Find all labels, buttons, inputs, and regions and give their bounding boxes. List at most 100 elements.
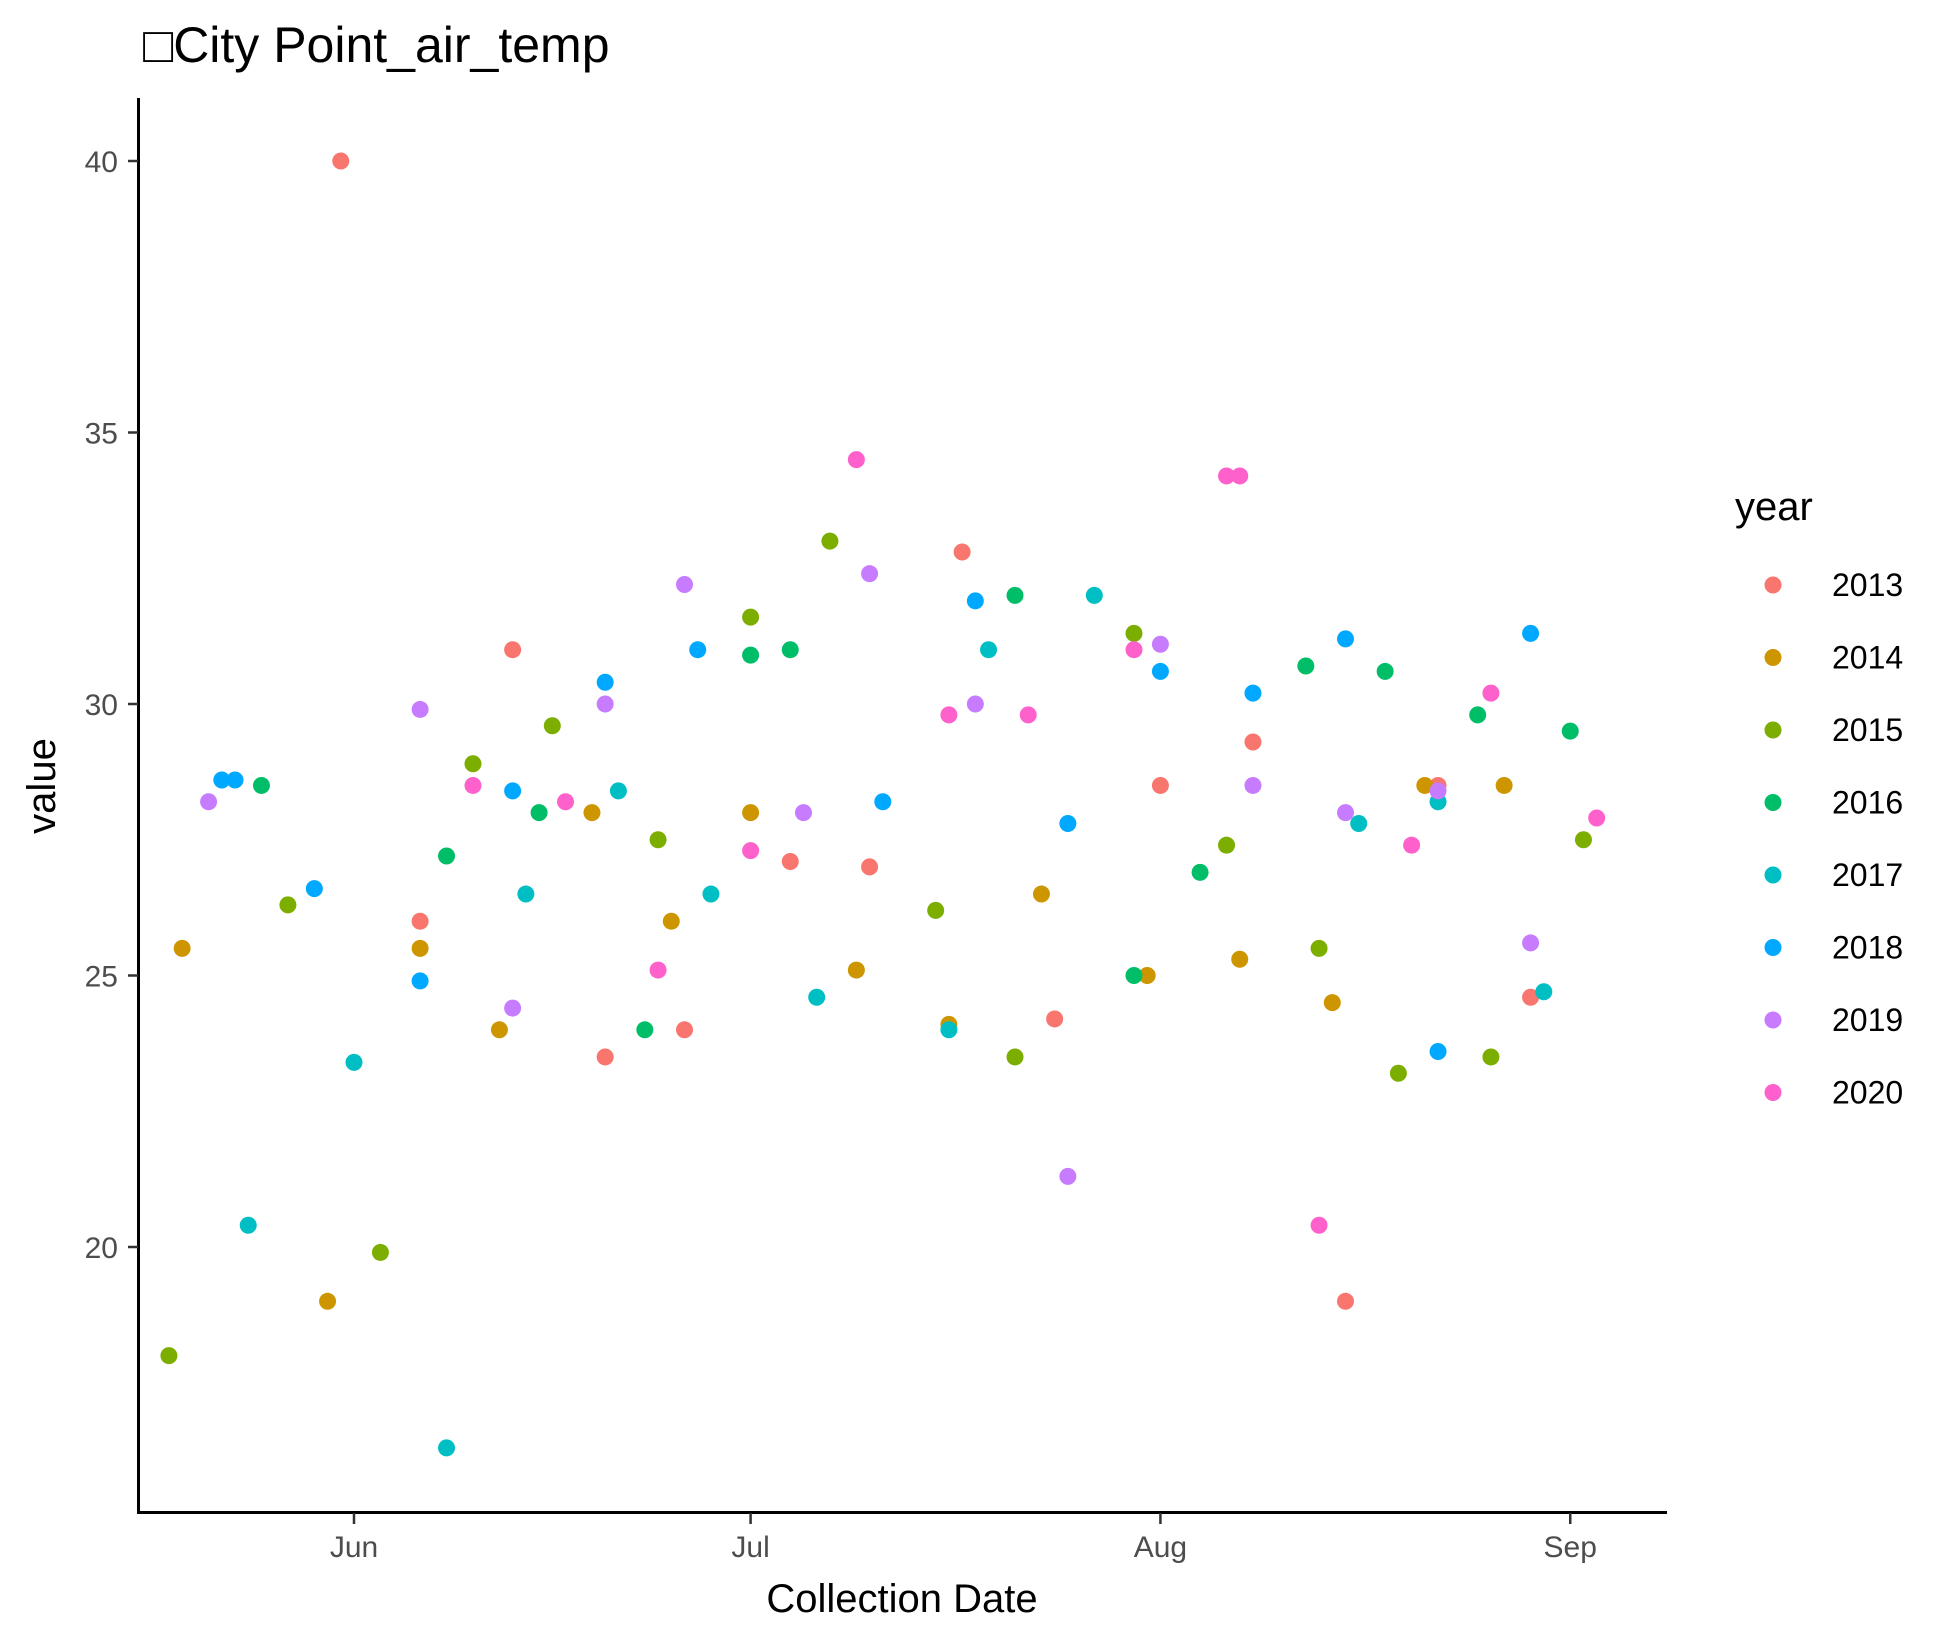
data-point	[966, 695, 984, 713]
data-point	[742, 804, 760, 822]
legend-key	[1764, 1011, 1782, 1029]
legend-label: 2020	[1832, 1075, 1903, 1111]
data-point	[464, 755, 482, 773]
data-point	[1522, 934, 1540, 952]
data-point	[252, 776, 270, 794]
data-point	[702, 885, 720, 903]
data-point	[1297, 657, 1315, 675]
data-point	[847, 451, 865, 469]
data-point	[1151, 635, 1169, 653]
data-point	[1046, 1010, 1064, 1028]
data-point	[821, 532, 839, 550]
data-point	[1429, 782, 1447, 800]
x-tick-label: Jun	[330, 1531, 378, 1564]
data-point	[1244, 733, 1262, 751]
y-tick-label: 25	[85, 961, 118, 994]
legend-label: 2013	[1832, 567, 1903, 603]
data-point	[1059, 1167, 1077, 1185]
plot-area: 20 25 30 35 40 Jun Jul Aug Sep	[85, 98, 1667, 1564]
data-point	[1125, 624, 1143, 642]
data-point	[676, 576, 693, 594]
data-point	[319, 1292, 337, 1310]
data-point	[1151, 776, 1169, 794]
legend-label: 2018	[1832, 930, 1903, 966]
legend-label: 2015	[1832, 712, 1903, 748]
data-point	[847, 961, 865, 979]
data-point	[239, 1216, 257, 1234]
data-point	[1059, 814, 1077, 832]
data-point	[676, 1021, 693, 1039]
data-point	[504, 641, 522, 659]
data-point	[861, 565, 879, 583]
data-point	[1032, 885, 1050, 903]
legend: year 2013 2014 2015 2016 2017 2018 2019 2020	[1735, 485, 1903, 1111]
data-point	[1006, 1048, 1024, 1066]
data-point	[1416, 776, 1434, 794]
data-point	[874, 793, 892, 811]
data-point	[1389, 1064, 1407, 1082]
data-point	[438, 847, 456, 865]
data-point	[1218, 836, 1236, 854]
data-point	[1006, 586, 1024, 604]
data-point	[160, 1347, 178, 1365]
legend-key	[1764, 1084, 1782, 1101]
data-point	[1535, 983, 1553, 1001]
data-point	[332, 152, 350, 170]
x-tick-label: Aug	[1134, 1531, 1187, 1564]
data-point	[940, 1021, 958, 1039]
data-point	[279, 896, 297, 914]
data-point	[1429, 1043, 1447, 1061]
data-point	[557, 793, 575, 811]
data-point	[940, 706, 958, 724]
data-point	[649, 961, 667, 979]
data-point	[596, 695, 614, 713]
data-point	[649, 831, 667, 849]
data-point	[742, 646, 760, 664]
data-point	[411, 912, 429, 930]
data-point	[226, 771, 244, 789]
data-point	[1350, 814, 1368, 832]
y-tick-label: 20	[85, 1232, 118, 1265]
data-point	[636, 1021, 654, 1039]
data-point	[1310, 1216, 1328, 1234]
data-point	[689, 641, 707, 659]
data-point	[861, 858, 879, 876]
x-tick-label: Jul	[731, 1531, 769, 1564]
data-point	[411, 700, 429, 718]
data-point	[583, 804, 601, 822]
data-point	[596, 673, 614, 691]
data-point	[1588, 809, 1606, 827]
data-point	[1323, 994, 1341, 1012]
data-point	[200, 793, 218, 811]
data-point	[213, 771, 231, 789]
x-tick-label: Sep	[1544, 1531, 1597, 1564]
legend-key	[1764, 939, 1782, 956]
data-point	[742, 842, 760, 860]
data-point	[1244, 776, 1262, 794]
data-point	[1085, 586, 1103, 604]
data-point	[1403, 836, 1421, 854]
y-tick-label: 35	[85, 418, 118, 451]
data-point	[1337, 1292, 1354, 1310]
legend-label: 2016	[1832, 785, 1903, 821]
data-point	[609, 782, 627, 800]
x-axis-title: Collection Date	[766, 1577, 1037, 1621]
data-point	[1138, 967, 1156, 984]
data-point	[490, 1021, 508, 1039]
y-axis-ticks: 20 25 30 35 40	[85, 146, 138, 1265]
data-point	[504, 999, 522, 1017]
data-point	[1337, 630, 1354, 648]
data-point	[1561, 722, 1579, 740]
data-point	[504, 782, 522, 800]
legend-label: 2014	[1832, 640, 1903, 676]
data-point	[438, 1439, 456, 1457]
data-points	[160, 152, 1606, 1457]
data-point	[742, 608, 760, 626]
data-point	[411, 939, 429, 957]
data-point	[1469, 706, 1487, 724]
data-point	[1244, 684, 1262, 702]
data-point	[781, 852, 799, 870]
data-point	[1231, 467, 1249, 485]
legend-key	[1764, 649, 1782, 666]
data-point	[662, 912, 680, 930]
